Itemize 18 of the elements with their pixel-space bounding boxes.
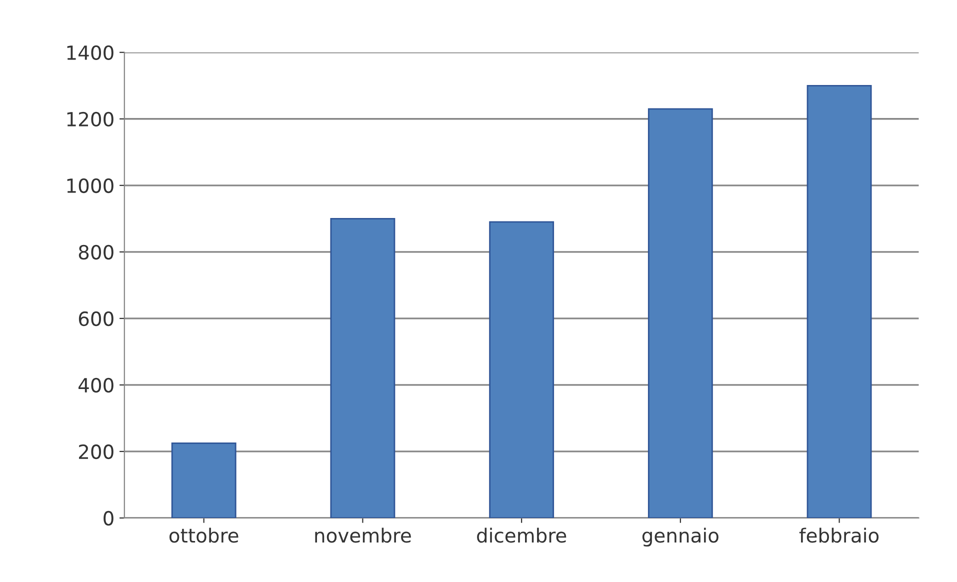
y-tick-label: 0	[104, 510, 114, 526]
y-tick-label: 800	[78, 244, 114, 260]
y-tick-label: 1000	[67, 178, 114, 194]
x-tick-label: gennaio	[642, 528, 718, 547]
bar	[330, 218, 396, 518]
x-tick-label: febbraio	[799, 528, 879, 543]
y-tick-label: 200	[79, 444, 114, 460]
y-tick-label: 600	[78, 311, 114, 326]
x-tick-label: dicembre	[477, 528, 566, 543]
bar	[806, 84, 872, 518]
bar	[648, 108, 713, 518]
bar	[489, 221, 554, 518]
y-tick-label: 1400	[67, 45, 114, 60]
y-tick-label: 400	[78, 378, 114, 393]
y-tick-label: 1200	[67, 112, 114, 127]
x-tick-label: ottobre	[169, 528, 238, 543]
bar	[171, 442, 236, 518]
x-tick-label: novembre	[315, 528, 411, 543]
